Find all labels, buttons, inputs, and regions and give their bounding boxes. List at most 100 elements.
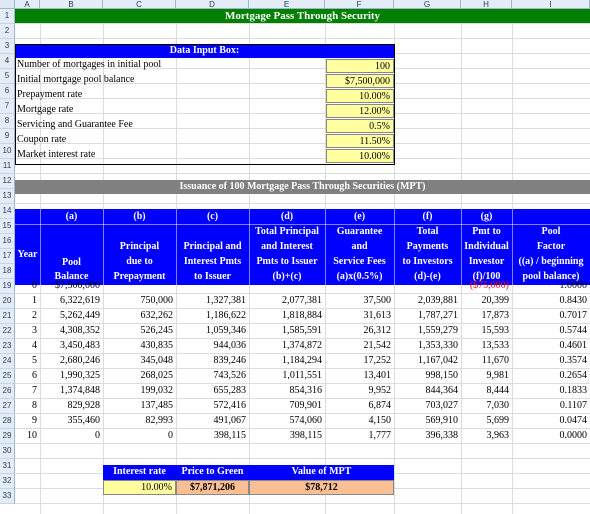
row-header[interactable]: 29 <box>0 429 15 444</box>
table-cell-prepay[interactable]: 526,245 <box>140 325 174 336</box>
table-cell-factor[interactable]: 0.8430 <box>559 295 588 306</box>
table-cell-total[interactable]: 854,316 <box>289 385 323 396</box>
table-cell-balance[interactable]: 829,928 <box>67 400 101 411</box>
table-cell-payments[interactable]: 998,150 <box>425 370 459 381</box>
row-header[interactable]: 21 <box>0 309 15 324</box>
row-header[interactable]: 30 <box>0 444 15 459</box>
header-letter-c[interactable]: (c) <box>206 211 219 222</box>
table-cell-year[interactable]: 2 <box>32 310 37 321</box>
column-header-e[interactable]: E <box>249 0 325 9</box>
row-header[interactable]: 13 <box>0 189 15 204</box>
table-cell-payments[interactable]: 1,167,042 <box>418 355 458 366</box>
input-value[interactable]: 12.00% <box>326 104 394 118</box>
table-cell-fee[interactable]: 31,613 <box>363 310 392 321</box>
table-cell-payments[interactable]: 2,039,881 <box>418 295 458 306</box>
row-header[interactable]: 32 <box>0 474 15 489</box>
table-cell-factor[interactable]: 0.1107 <box>559 400 587 411</box>
sheet-title[interactable]: Mortgage Pass Through Security <box>15 9 590 23</box>
row-header[interactable]: 7 <box>0 99 15 114</box>
row-header[interactable]: 17 <box>0 249 15 264</box>
table-cell-factor[interactable]: 0.0000 <box>559 430 588 441</box>
table-cell-year[interactable]: 7 <box>32 385 37 396</box>
table-cell-year[interactable]: 0 <box>32 280 37 291</box>
table-cell-payments[interactable]: 703,027 <box>425 400 459 411</box>
input-label[interactable]: Number of mortgages in initial pool <box>17 59 162 70</box>
table-cell-fee[interactable]: 37,500 <box>363 295 392 306</box>
row-header[interactable]: 10 <box>0 144 15 159</box>
input-value[interactable]: 0.5% <box>326 119 394 133</box>
table-cell-prepay[interactable]: 345,048 <box>140 355 174 366</box>
header-letter-g[interactable]: (g) <box>480 211 493 222</box>
input-label[interactable]: Servicing and Guarantee Fee <box>17 119 133 130</box>
table-cell-payments[interactable]: 844,364 <box>425 385 459 396</box>
summary-value-label[interactable]: Value of MPT <box>249 465 394 480</box>
input-value[interactable]: $7,500,000 <box>326 74 394 88</box>
table-cell-total[interactable]: 398,115 <box>289 430 322 441</box>
table-cell-fee[interactable] <box>325 279 394 294</box>
table-cell-balance[interactable]: 4,308,352 <box>60 325 100 336</box>
table-cell-year[interactable]: 6 <box>32 370 37 381</box>
table-cell-balance[interactable]: 1,990,325 <box>60 370 100 381</box>
header-letter-b[interactable]: (b) <box>133 211 146 222</box>
table-cell-total[interactable]: 1,374,872 <box>282 340 322 351</box>
table-cell-fee[interactable]: 9,952 <box>368 385 392 396</box>
table-cell-prepay[interactable]: 268,025 <box>140 370 174 381</box>
table-cell-pmt[interactable]: 9,981 <box>486 370 510 381</box>
table-cell-fee[interactable]: 17,252 <box>363 355 392 366</box>
table-cell-prepay[interactable]: 750,000 <box>140 295 174 306</box>
table-cell-prepay[interactable]: 137,485 <box>140 400 174 411</box>
table-cell-pi[interactable]: 1,059,346 <box>206 325 246 336</box>
table-cell-fee[interactable]: 1,777 <box>368 430 392 441</box>
table-cell-balance[interactable]: 0 <box>95 430 100 441</box>
input-label[interactable]: Prepayment rate <box>17 89 83 100</box>
row-header[interactable]: 9 <box>0 129 15 144</box>
row-header[interactable]: 20 <box>0 294 15 309</box>
table-cell-pmt[interactable]: 7,030 <box>486 400 510 411</box>
table-cell-pi[interactable]: 1,186,622 <box>206 310 246 321</box>
header-year[interactable]: Year <box>17 249 38 260</box>
header-letter-a[interactable]: (a) <box>65 211 78 222</box>
table-cell-prepay[interactable]: 199,032 <box>140 385 174 396</box>
table-cell-factor[interactable]: 0.1833 <box>559 385 588 396</box>
row-header[interactable]: 4 <box>0 54 15 69</box>
table-cell-pmt[interactable]: 3,963 <box>486 430 510 441</box>
table-cell-balance[interactable]: 1,374,848 <box>60 385 100 396</box>
table-cell-total[interactable]: 709,901 <box>289 400 323 411</box>
input-box-title[interactable]: Data Input Box: <box>15 44 394 58</box>
table-cell-year[interactable]: 4 <box>32 340 37 351</box>
column-header-d[interactable]: D <box>176 0 249 9</box>
table-cell-prepay[interactable]: 0 <box>168 430 173 441</box>
column-header-b[interactable]: B <box>40 0 103 9</box>
table-cell-factor[interactable]: 0.7017 <box>559 310 588 321</box>
row-header[interactable]: 16 <box>0 234 15 249</box>
header-letter-f[interactable]: (f) <box>422 211 433 222</box>
table-cell-payments[interactable]: 396,338 <box>425 430 459 441</box>
table-cell-pmt[interactable]: 20,399 <box>481 295 510 306</box>
input-label[interactable]: Coupon rate <box>17 134 67 145</box>
select-all-corner[interactable] <box>0 0 15 9</box>
column-header-i[interactable]: I <box>512 0 590 9</box>
summary-value-value[interactable]: $78,712 <box>249 480 394 495</box>
table-cell-payments[interactable]: 1,559,279 <box>418 325 458 336</box>
row-header[interactable]: 1 <box>0 9 15 24</box>
row-header[interactable]: 19 <box>0 279 15 294</box>
table-cell-year[interactable]: 8 <box>32 400 37 411</box>
column-header-h[interactable]: H <box>461 0 512 9</box>
table-cell-pmt[interactable]: ($75,000) <box>469 280 509 291</box>
row-header[interactable]: 6 <box>0 84 15 99</box>
table-cell-pmt[interactable]: 13,533 <box>481 340 510 351</box>
input-label[interactable]: Initial mortgage pool balance <box>17 74 135 85</box>
table-cell-payments[interactable]: 569,910 <box>425 415 459 426</box>
row-header[interactable]: 26 <box>0 384 15 399</box>
table-cell-fee[interactable]: 6,874 <box>368 400 392 411</box>
table-cell-year[interactable]: 1 <box>32 295 37 306</box>
table-cell-pmt[interactable]: 15,593 <box>481 325 510 336</box>
column-header-f[interactable]: F <box>325 0 394 9</box>
summary-interest-label[interactable]: Interest rate <box>103 465 176 480</box>
row-header[interactable]: 8 <box>0 114 15 129</box>
summary-price-value[interactable]: $7,871,206 <box>176 480 249 495</box>
table-cell-pi[interactable]: 398,115 <box>213 430 246 441</box>
table-cell-total[interactable] <box>249 279 325 294</box>
table-cell-factor[interactable]: 0.3574 <box>559 355 588 366</box>
table-cell-prepay[interactable]: 430,835 <box>140 340 174 351</box>
